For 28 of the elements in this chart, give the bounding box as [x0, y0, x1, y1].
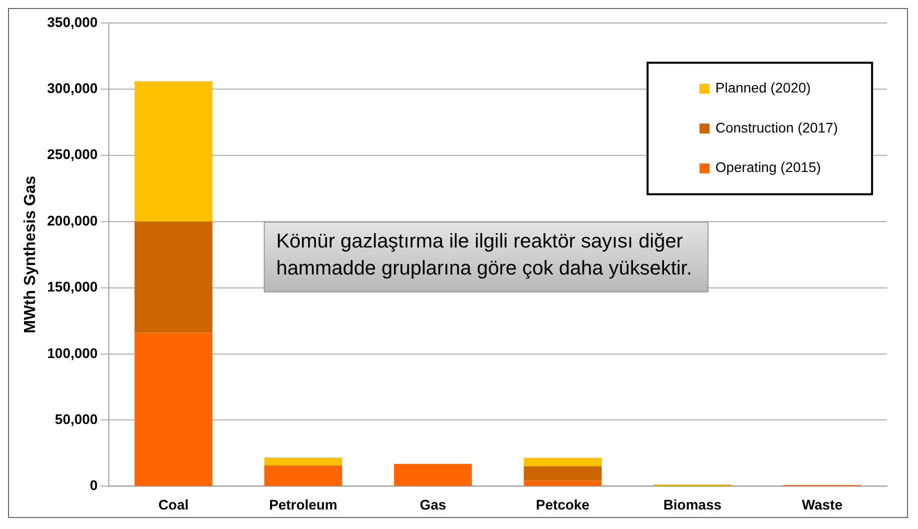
bar [394, 464, 472, 486]
x-tick-label: Coal [158, 496, 189, 512]
annotation: Kömür gazlaştırma ile ilgili reaktör sayısı diğer hammadde gruplarına göre çok daha yüksektir. [276, 230, 692, 280]
y-tick-label: 250,000 [47, 146, 98, 162]
legend-label: Planned (2020) [715, 80, 811, 96]
y-tick-label: 50,000 [54, 410, 98, 427]
bar [134, 81, 212, 222]
y-axis-title: MWth Synthesis Gas [22, 176, 39, 334]
legend-label: Construction (2017) [715, 119, 838, 136]
legend-label: Operating (2015) [715, 159, 821, 176]
bar [264, 465, 342, 486]
y-tick-label: 0 [90, 477, 98, 494]
x-tick-label: Gas [420, 496, 446, 512]
bar [524, 458, 602, 466]
y-tick-label: 200,000 [47, 212, 98, 228]
x-tick-label: Petcoke [536, 496, 590, 512]
x-tick-label: Petroleum [269, 496, 338, 512]
x-tick-label: Waste [802, 496, 843, 512]
x-tick-label: Biomass [663, 496, 722, 512]
bar [134, 222, 212, 333]
y-tick-label: 100,000 [47, 344, 98, 361]
bar [134, 332, 212, 486]
y-tick-label: 300,000 [47, 80, 98, 96]
bar [524, 466, 602, 481]
bar [524, 480, 602, 486]
y-tick-label: 150,000 [47, 278, 98, 295]
bar [264, 457, 342, 466]
y-tick-label: 350,000 [47, 14, 98, 30]
